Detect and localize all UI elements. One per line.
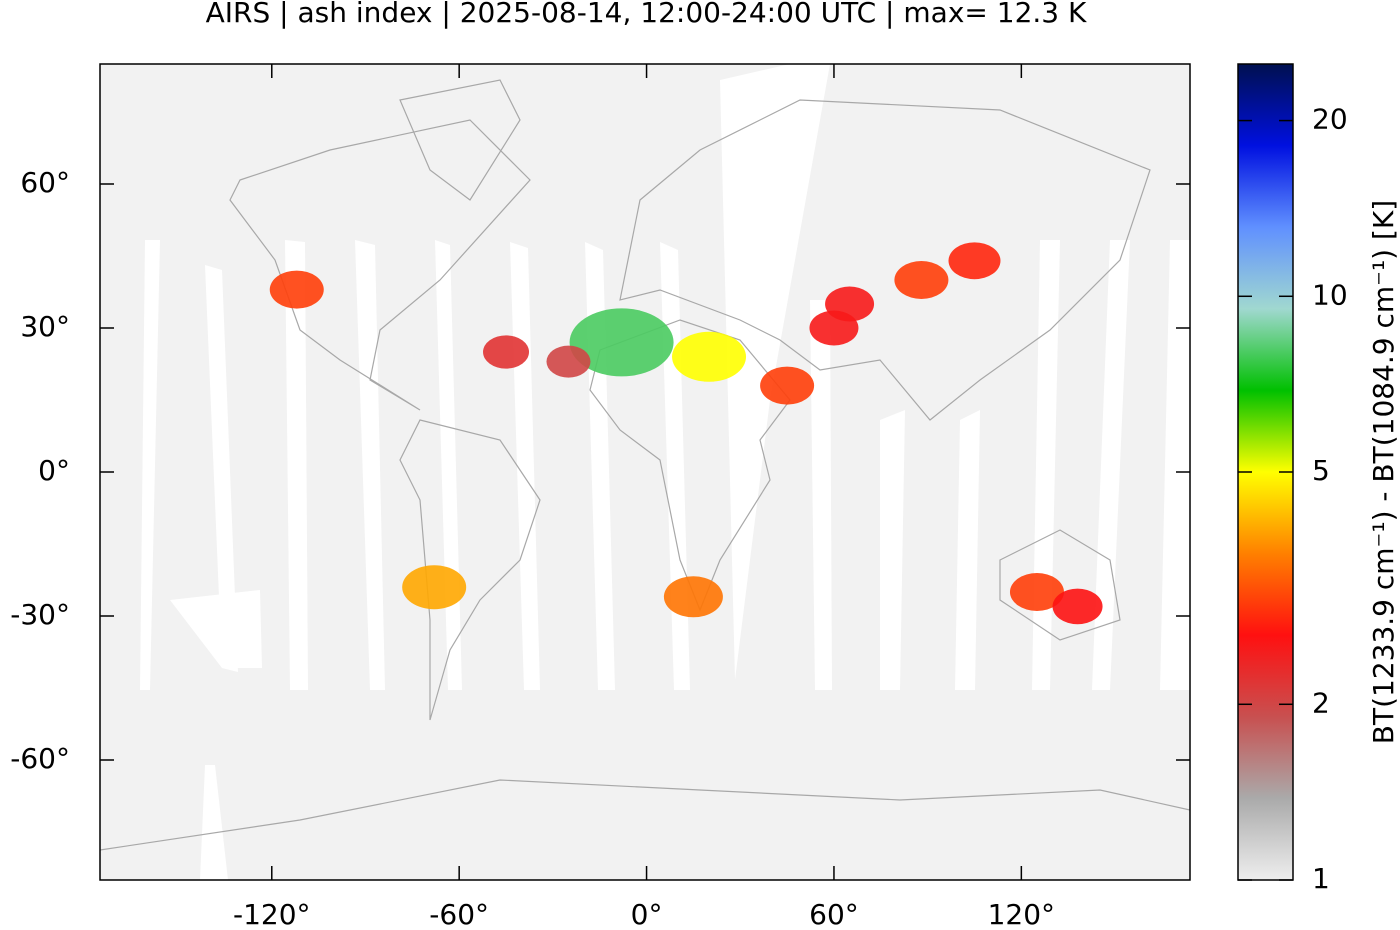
x-tick-label: -60° bbox=[429, 898, 489, 930]
ash-cell bbox=[1052, 588, 1103, 625]
y-tick-label: 0° bbox=[38, 454, 70, 487]
colorbar-tick-label: 2 bbox=[1312, 686, 1330, 719]
y-tick-label: 60° bbox=[20, 166, 70, 199]
ash-cell bbox=[269, 270, 324, 309]
ash-cell bbox=[760, 366, 815, 405]
x-tick-label: -120° bbox=[233, 898, 311, 930]
ash-cell bbox=[1009, 573, 1064, 611]
x-tick-label: 120° bbox=[988, 898, 1055, 930]
colorbar-tick-label: 10 bbox=[1312, 278, 1348, 311]
colorbar-tick-label: 5 bbox=[1312, 454, 1330, 487]
x-tick-label: 60° bbox=[809, 898, 859, 930]
chart-title: AIRS | ash index | 2025-08-14, 12:00-24:… bbox=[206, 0, 1087, 29]
ash-cell bbox=[948, 242, 1001, 280]
x-tick-label: 0° bbox=[631, 898, 663, 930]
ash-cell bbox=[894, 261, 949, 299]
colorbar-label: BT(1233.9 cm⁻¹) - BT(1084.9 cm⁻¹) [K] bbox=[1367, 200, 1400, 744]
ash-cell bbox=[672, 331, 747, 382]
ash-cell bbox=[402, 565, 467, 610]
map-background bbox=[100, 64, 1190, 880]
y-tick-label: -60° bbox=[10, 742, 70, 775]
y-tick-label: -30° bbox=[10, 598, 70, 631]
ash-cell bbox=[546, 345, 591, 378]
ash-cell bbox=[483, 335, 530, 369]
ash-cell bbox=[569, 308, 674, 377]
ash-index-field bbox=[269, 242, 1103, 625]
ash-cell bbox=[825, 286, 875, 322]
colorbar-tick-label: 20 bbox=[1312, 103, 1348, 136]
y-tick-label: 30° bbox=[20, 310, 70, 343]
colorbar-tick-label: 1 bbox=[1312, 862, 1330, 895]
ash-cell bbox=[663, 576, 723, 618]
coastlines bbox=[100, 79, 1190, 851]
